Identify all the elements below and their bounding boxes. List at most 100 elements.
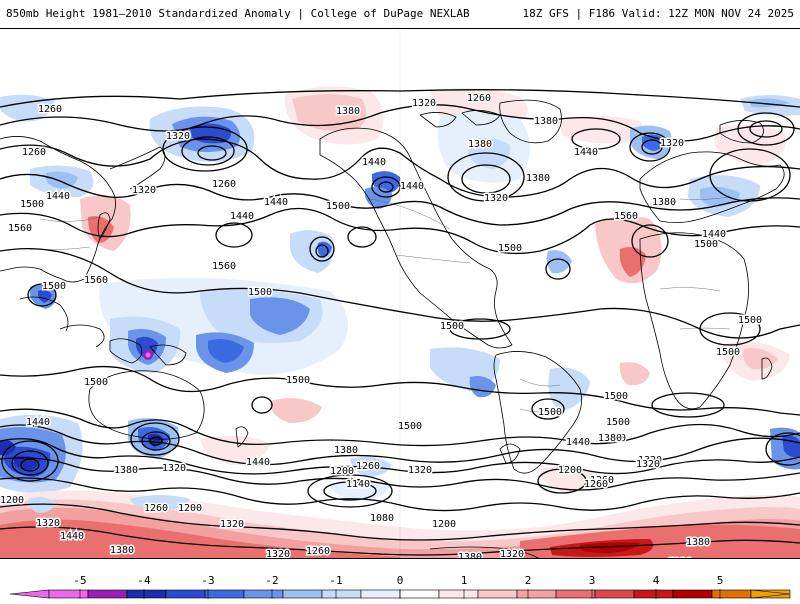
contour-label: 1200 xyxy=(432,519,456,530)
colorbar-segment xyxy=(594,589,635,599)
contour-label: 1200 xyxy=(0,495,24,506)
contour-label: 1320 xyxy=(266,549,290,559)
colorbar-end-low xyxy=(9,589,50,599)
contour-label: 1260 xyxy=(467,93,491,104)
contour-label: 1500 xyxy=(606,417,630,428)
colorbar-segment xyxy=(204,589,245,599)
contour-label: 1260 xyxy=(306,546,330,557)
colorbar-tick-label: 4 xyxy=(653,574,660,587)
contour-label: 1320 xyxy=(660,138,684,149)
colorbar: -5 -4 -3 -2 -1 0 1 2 3 4 5 xyxy=(0,560,800,600)
colorbar-tick-label: 2 xyxy=(525,574,532,587)
contour-label: 1440 xyxy=(230,211,254,222)
contour-label: 1320 xyxy=(412,98,436,109)
contour-label: 1500 xyxy=(716,347,740,358)
contour-label: 1500 xyxy=(604,391,628,402)
colorbar-tick-label: 3 xyxy=(589,574,596,587)
contour-label: 1440 xyxy=(566,437,590,448)
contour-label: 1560 xyxy=(8,223,32,234)
contour-label: 1500 xyxy=(286,375,310,386)
contour-label: 1440 xyxy=(60,531,84,542)
contour-label: 1380 xyxy=(114,465,138,476)
contour-label: 1560 xyxy=(212,261,236,272)
contour-label: 1440 xyxy=(574,147,598,158)
contour-label: 1320 xyxy=(162,463,186,474)
colorbar-end-high xyxy=(750,589,791,599)
colorbar-segment xyxy=(633,589,674,599)
contour-label: 1440 xyxy=(264,197,288,208)
colorbar-segment xyxy=(399,589,440,599)
contour-label: 1440 xyxy=(26,417,50,428)
anomaly-map[interactable]: 1260 1380 1320 1320 1260 1380 1320 1260 … xyxy=(0,29,800,559)
colorbar-segment xyxy=(87,589,128,599)
contour-label: 1260 xyxy=(584,479,608,490)
contour-label: 1320 xyxy=(500,549,524,559)
contour-label: 1500 xyxy=(694,239,718,250)
colorbar-segment xyxy=(282,589,323,599)
contour-label: 1500 xyxy=(440,321,464,332)
contour-label: 1320 xyxy=(36,518,60,529)
map-panel[interactable]: 1260 1380 1320 1320 1260 1380 1320 1260 … xyxy=(0,28,800,559)
colorbar-segment xyxy=(360,589,401,599)
contour-label: 1140 xyxy=(346,479,370,490)
colorbar-svg: -5 -4 -3 -2 -1 0 1 2 3 4 5 xyxy=(9,574,791,599)
contour-label: 1320 xyxy=(636,459,660,470)
colorbar-segment xyxy=(672,589,713,599)
contour-label: 1440 xyxy=(246,457,270,468)
colorbar-segment xyxy=(711,589,752,599)
contour-label: 1440 xyxy=(702,229,726,240)
colorbar-segment xyxy=(243,589,284,599)
header-bar: 850mb Height 1981–2010 Standardized Anom… xyxy=(0,0,800,28)
contour-label: 1380 xyxy=(652,197,676,208)
contour-label: 1200 xyxy=(330,466,354,477)
contour-label: 1320 xyxy=(638,455,662,466)
colorbar-tick-label: 0 xyxy=(397,574,404,587)
contour-label: 1440 xyxy=(362,157,386,168)
contour-label: 1380 xyxy=(110,545,134,556)
contour-label: 1500 xyxy=(738,315,762,326)
contour-label: 1260 xyxy=(144,503,168,514)
contour-label: 1080 xyxy=(370,513,394,524)
contour-label: 1380 xyxy=(598,433,622,444)
colorbar-segment xyxy=(48,589,89,599)
contour-label: 1200 xyxy=(558,465,582,476)
colorbar-segment xyxy=(516,589,557,599)
contour-label: 1200 xyxy=(178,503,202,514)
contour-label: 1320 xyxy=(166,131,190,142)
contour-label: 1500 xyxy=(498,243,522,254)
colorbar-tick-label: 5 xyxy=(717,574,724,587)
colorbar-tick-label: -4 xyxy=(137,574,151,587)
contour-label: 1440 xyxy=(400,181,424,192)
contour-label: 1320 xyxy=(220,519,244,530)
contour-label: 1380 xyxy=(468,139,492,150)
country-borders xyxy=(29,196,731,413)
height-contours xyxy=(0,89,800,556)
contour-label: 1380 xyxy=(526,173,550,184)
contour-label: 1500 xyxy=(84,377,108,388)
colorbar-segment xyxy=(165,589,206,599)
colorbar-segment xyxy=(438,589,479,599)
contour-label: 1260 xyxy=(590,475,614,486)
contour-label: 1260 xyxy=(212,179,236,190)
contour-label: 1320 xyxy=(668,557,692,559)
contour-label: 1320 xyxy=(484,193,508,204)
colorbar-tick-label: -3 xyxy=(201,574,214,587)
colorbar-tick-label: -2 xyxy=(265,574,278,587)
contour-label: 1380 xyxy=(334,445,358,456)
contour-label: 1560 xyxy=(614,211,638,222)
colorbar-tick-label: -1 xyxy=(329,574,342,587)
contour-label: 1260 xyxy=(356,461,380,472)
contour-label: 1260 xyxy=(38,104,62,115)
colorbar-segments xyxy=(9,589,791,599)
run-info: 18Z GFS | F186 Valid: 12Z MON NOV 24 202… xyxy=(522,7,794,20)
contour-label: 1320 xyxy=(132,185,156,196)
contour-label: 1320 xyxy=(408,465,432,476)
contour-label: 1500 xyxy=(20,199,44,210)
contour-label: 1380 xyxy=(602,433,626,444)
colorbar-ticks: -5 -4 -3 -2 -1 0 1 2 3 4 5 xyxy=(73,574,723,599)
contour-label: 1380 xyxy=(458,552,482,559)
colorbar-segment xyxy=(477,589,518,599)
contour-label: 1500 xyxy=(248,287,272,298)
contour-label: 1380 xyxy=(686,537,710,548)
colorbar-segment xyxy=(555,589,596,599)
